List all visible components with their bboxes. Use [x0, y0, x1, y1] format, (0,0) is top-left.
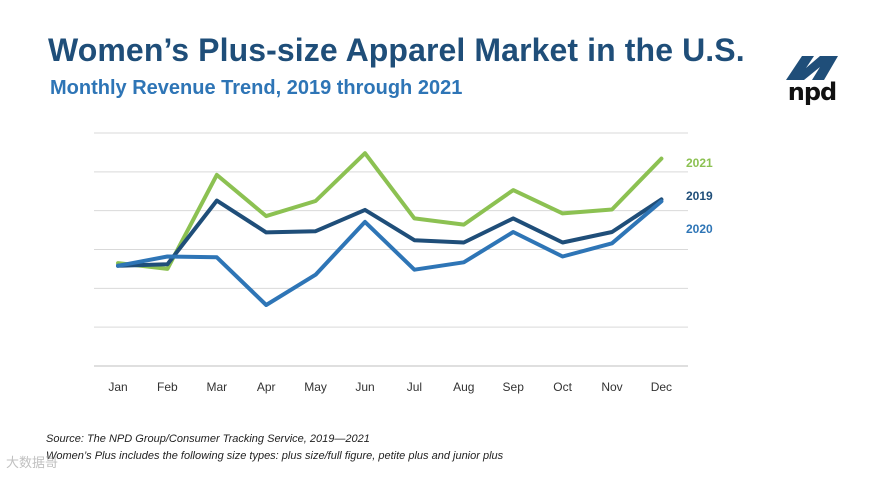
series-line-2021: [116, 151, 664, 271]
x-tick-label: Apr: [257, 380, 276, 394]
series-lines: [116, 151, 664, 307]
x-tick-label: Jul: [407, 380, 422, 394]
x-tick-label: May: [304, 380, 327, 394]
logo-wordmark: npd: [787, 78, 837, 106]
page-title: Women’s Plus-size Apparel Market in the …: [48, 32, 745, 68]
footnotes: Source: The NPD Group/Consumer Tracking …: [46, 431, 503, 465]
source-note: Source: The NPD Group/Consumer Tracking …: [46, 433, 370, 445]
npd-swoosh-icon: [786, 56, 838, 80]
x-tick-label: Nov: [601, 380, 622, 394]
x-tick-label: Aug: [453, 380, 474, 394]
x-axis-labels: Jan Feb Mar Apr May Jun Jul Aug Sep Oct Nov Dec: [108, 380, 672, 394]
x-tick-label: Sep: [503, 380, 525, 394]
series-line-2020: [116, 199, 664, 307]
page-subtitle: Monthly Revenue Trend, 2019 through 2021: [50, 77, 463, 99]
x-tick-label: Mar: [206, 380, 227, 394]
series-line-2019: [116, 197, 664, 268]
x-tick-label: Feb: [157, 380, 178, 394]
series-label-2019: 2019: [686, 189, 713, 203]
watermark: 大数据哥: [6, 455, 59, 470]
npd-logo: npd: [780, 52, 844, 110]
x-tick-label: Jan: [108, 380, 127, 394]
x-tick-label: Oct: [553, 380, 572, 394]
size-definition-note: Women’s Plus includes the following size…: [46, 450, 504, 462]
series-label-2021: 2021: [686, 156, 713, 170]
series-label-2020: 2020: [686, 222, 713, 236]
x-tick-label: Jun: [355, 380, 374, 394]
series-end-labels: 2021 2019 2020: [686, 156, 713, 236]
x-tick-label: Dec: [651, 380, 672, 394]
